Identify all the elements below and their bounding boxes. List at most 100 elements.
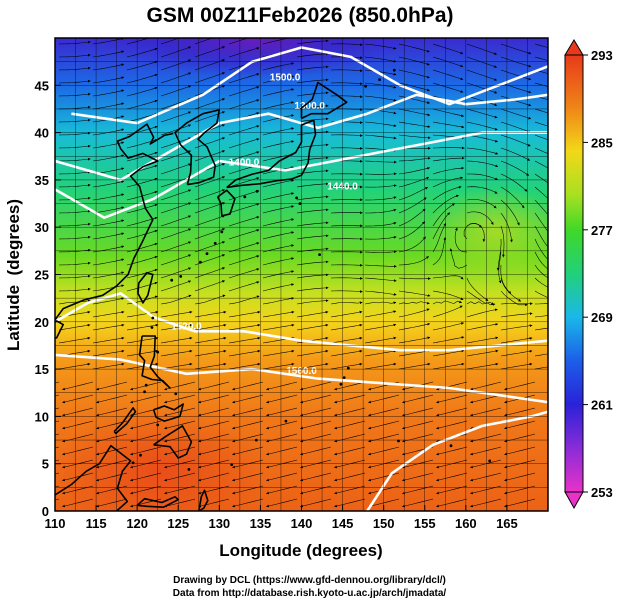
streamline: [432, 322, 464, 331]
streamline: [330, 362, 363, 370]
streamline: [466, 301, 496, 306]
island: [488, 459, 492, 463]
streamline: [92, 50, 125, 58]
streamline: [330, 43, 363, 47]
streamline: [62, 472, 94, 482]
streamline: [160, 189, 192, 201]
streamline: [228, 138, 260, 149]
streamline: [228, 281, 260, 292]
streamline: [466, 349, 499, 357]
colorbar-tick-label: 261: [591, 398, 613, 413]
streamline: [466, 362, 499, 370]
streamline: [58, 170, 91, 175]
streamline: [62, 433, 94, 443]
island: [295, 196, 298, 200]
streamline: [96, 381, 128, 391]
x-tick-label: 165: [496, 516, 518, 531]
streamline: [164, 394, 196, 404]
streamline: [262, 192, 295, 201]
contour-label: 1300.0: [294, 101, 325, 112]
streamline: [58, 66, 91, 71]
cold-trough: [105, 38, 405, 78]
streamline: [126, 73, 158, 84]
streamline: [232, 381, 264, 391]
streamline: [296, 182, 329, 188]
streamline: [300, 446, 332, 456]
y-tick-label: 25: [35, 268, 49, 283]
streamline: [62, 498, 94, 508]
streamline: [266, 472, 298, 482]
streamline: [160, 228, 192, 240]
streamline: [470, 407, 502, 417]
streamline: [262, 283, 295, 292]
streamline: [300, 381, 332, 391]
island: [397, 439, 400, 443]
streamline: [58, 323, 91, 331]
streamline: [92, 258, 125, 266]
streamline: [467, 173, 498, 181]
streamline: [194, 98, 226, 110]
streamline: [296, 78, 329, 84]
streamline: [500, 212, 513, 243]
streamline: [330, 310, 363, 318]
streamline: [92, 349, 125, 357]
streamline: [500, 160, 530, 176]
streamline: [402, 472, 434, 482]
streamline: [126, 112, 158, 123]
streamline: [160, 310, 193, 318]
streamline: [432, 362, 465, 370]
streamline: [364, 69, 397, 76]
island: [243, 195, 247, 199]
streamline: [500, 69, 532, 81]
coastline: [174, 109, 221, 186]
streamline: [228, 349, 261, 357]
streamline: [126, 125, 158, 136]
streamline: [266, 407, 298, 417]
streamline: [92, 76, 125, 84]
streamline: [398, 208, 426, 227]
streamline: [432, 236, 447, 266]
streamline: [534, 160, 548, 169]
streamline: [432, 275, 464, 280]
streamline: [365, 208, 397, 214]
x-tick-label: 160: [455, 516, 477, 531]
streamline: [58, 235, 91, 240]
streamline: [228, 295, 260, 305]
streamline: [300, 407, 332, 417]
y-tick-label: 5: [42, 457, 49, 472]
coastline: [153, 425, 193, 459]
streamline: [228, 229, 260, 240]
streamline: [436, 446, 468, 456]
streamline: [534, 43, 548, 48]
streamline: [402, 498, 434, 508]
coastline: [300, 81, 348, 120]
streamline: [330, 82, 363, 86]
streamline: [334, 498, 366, 508]
colorbar-gradient: [564, 54, 584, 493]
island: [284, 419, 288, 423]
streamline: [504, 420, 536, 430]
streamline: [164, 498, 196, 508]
streamline: [500, 337, 533, 344]
streamline: [498, 251, 502, 284]
height-contour: [55, 93, 548, 182]
streamline: [466, 186, 498, 194]
streamline: [296, 260, 329, 266]
streamline: [300, 498, 332, 508]
island: [392, 68, 396, 72]
streamline: [330, 147, 363, 150]
streamline: [126, 203, 158, 214]
streamline: [262, 153, 295, 162]
streamline: [330, 336, 363, 344]
streamline: [58, 287, 91, 292]
island: [213, 241, 217, 245]
colorbar-tick-label: 253: [591, 485, 613, 500]
streamline: [534, 353, 548, 357]
streamline: [62, 394, 94, 404]
streamline: [432, 108, 464, 117]
coastline: [55, 123, 174, 321]
streamline: [160, 72, 192, 84]
streamline: [164, 420, 196, 430]
streamline: [466, 199, 497, 209]
streamline: [126, 310, 159, 318]
